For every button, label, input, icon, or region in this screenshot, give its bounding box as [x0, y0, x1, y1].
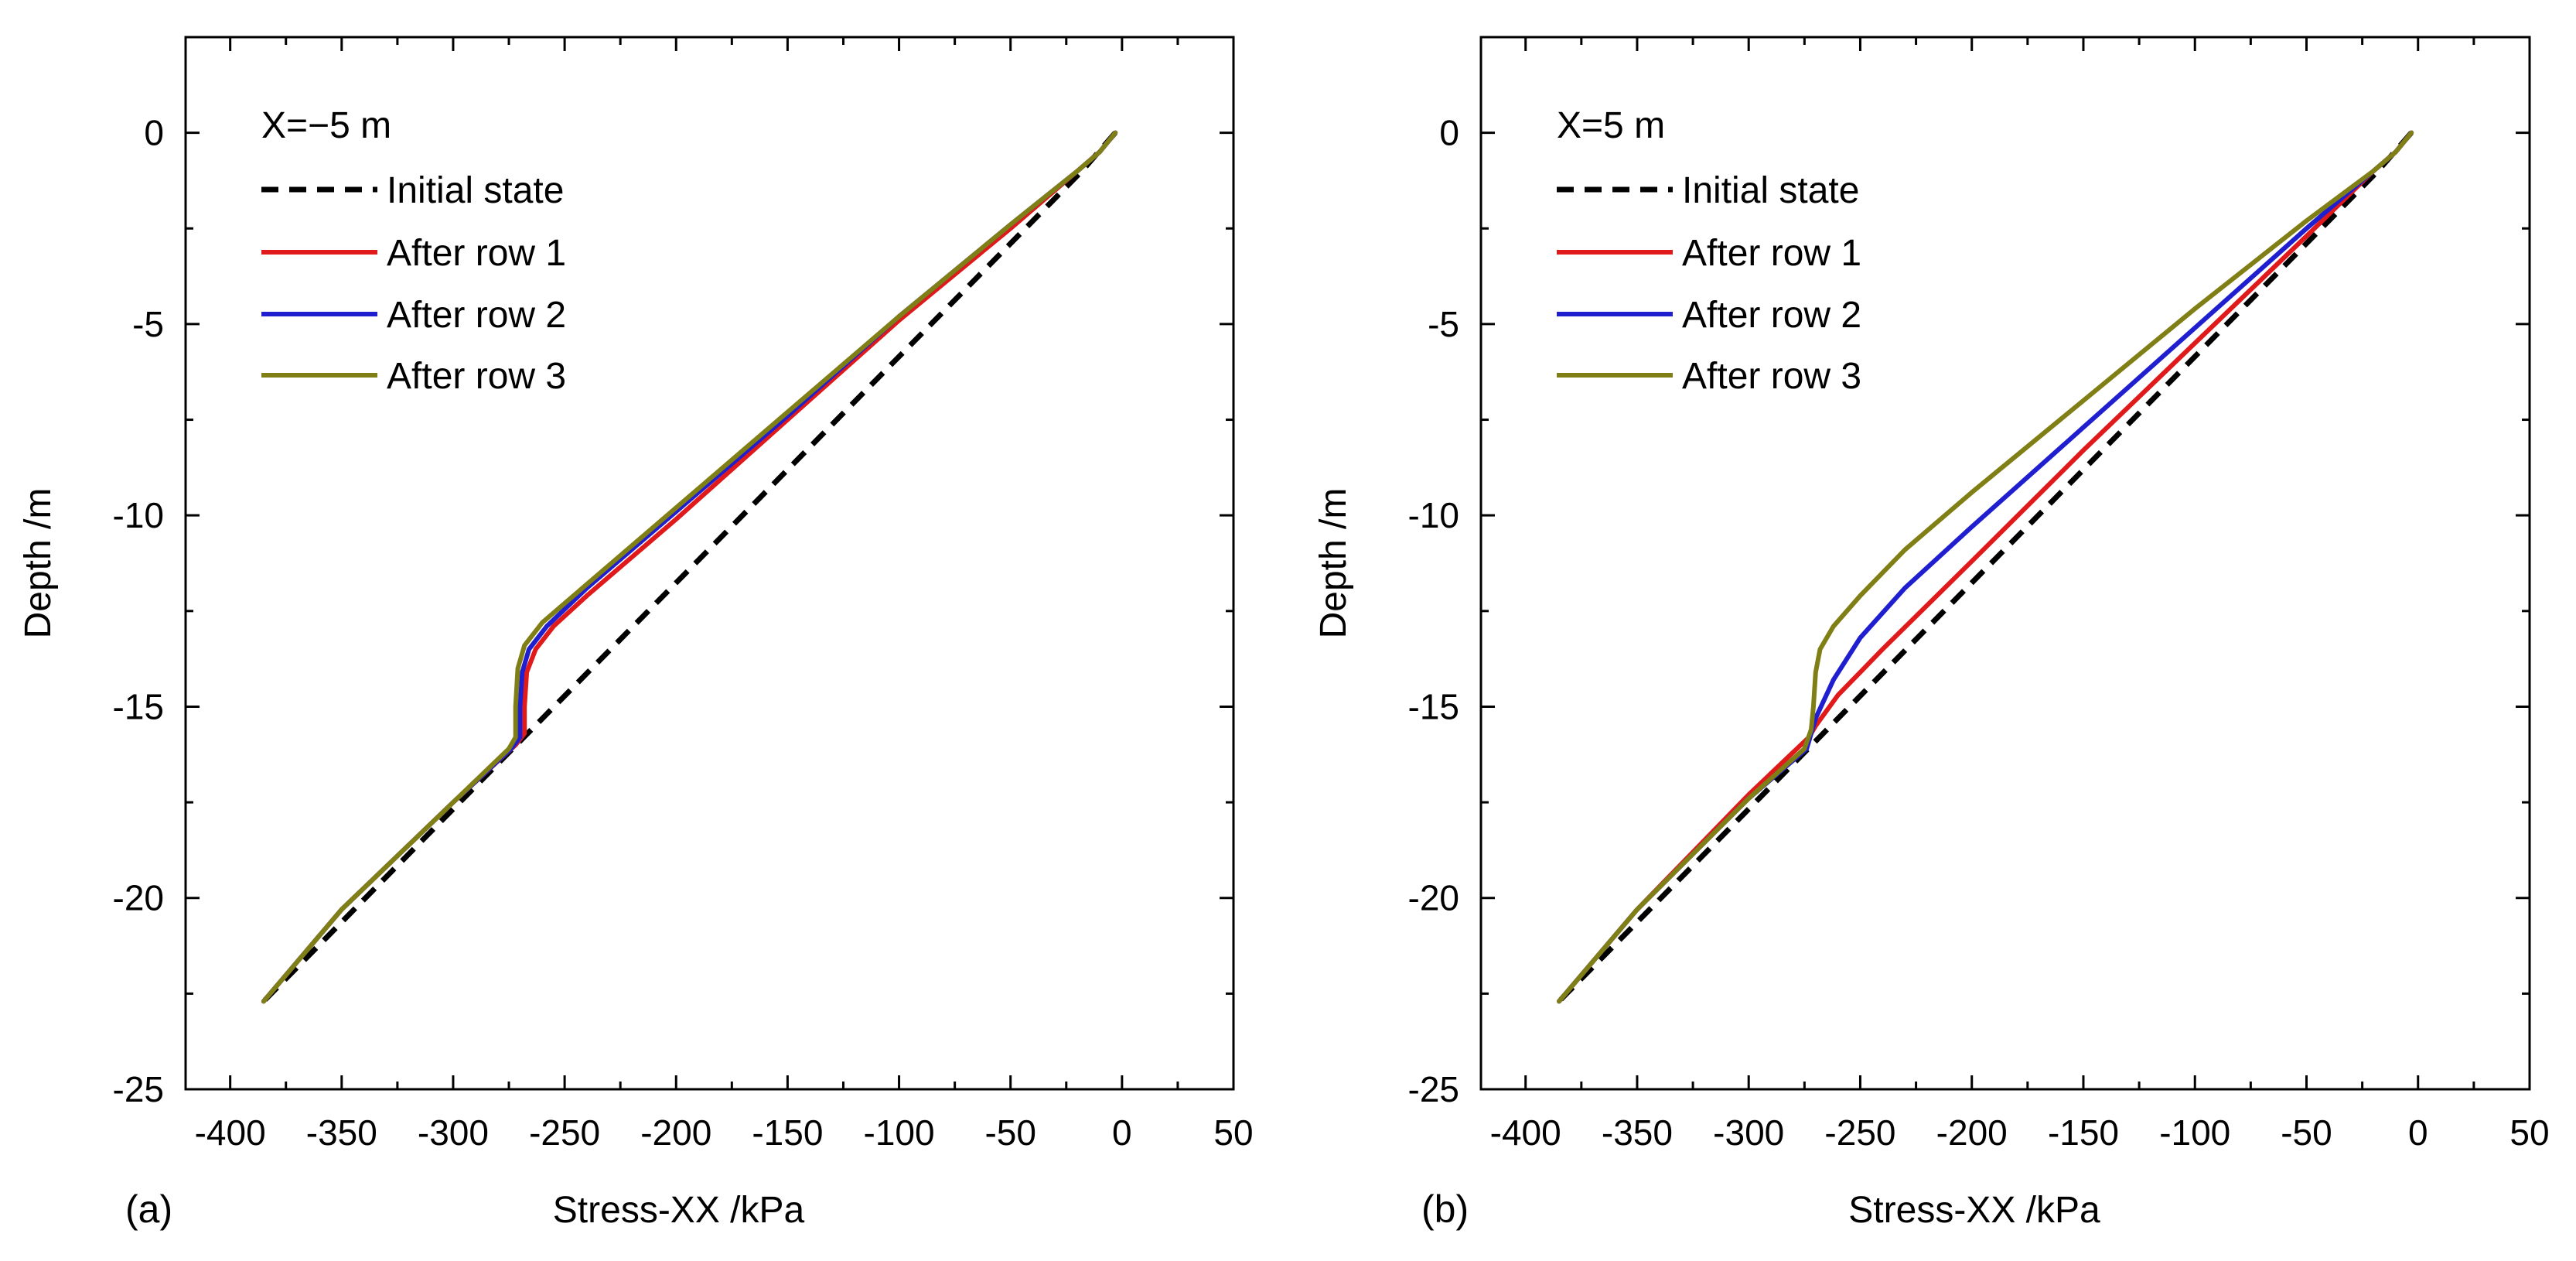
panel-tag: (b) — [1421, 1188, 1469, 1231]
y-tick-label: -15 — [1408, 686, 1459, 726]
x-tick-label: -150 — [752, 1112, 823, 1153]
y-tick-label: -5 — [132, 304, 164, 344]
y-tick-label: -25 — [113, 1069, 164, 1109]
x-tick-label: -100 — [864, 1112, 935, 1153]
x-tick-label: 0 — [1112, 1112, 1132, 1153]
y-axis-label: Depth /m — [18, 488, 59, 639]
x-tick-label: -350 — [1602, 1112, 1673, 1153]
location-annotation: X=−5 m — [261, 105, 391, 146]
x-tick-label: -200 — [1936, 1112, 2008, 1153]
x-tick-label: -250 — [1824, 1112, 1895, 1153]
x-tick-label: -50 — [984, 1112, 1036, 1153]
x-tick-label: -200 — [640, 1112, 711, 1153]
x-tick-label: 0 — [2408, 1112, 2428, 1153]
y-tick-label: -10 — [1408, 495, 1459, 535]
y-tick-label: 0 — [1439, 113, 1459, 153]
x-tick-label: -300 — [1713, 1112, 1784, 1153]
x-tick-label: -100 — [2159, 1112, 2230, 1153]
legend-label-1: Initial state — [387, 170, 564, 211]
x-tick-label: 50 — [2509, 1112, 2549, 1153]
plot-frame — [1479, 36, 2531, 1091]
y-tick-label: -20 — [1408, 878, 1459, 918]
x-axis-label: Stress-XX /kPa — [553, 1190, 805, 1231]
location-annotation: X=5 m — [1557, 105, 1665, 146]
x-tick-label: 50 — [1213, 1112, 1253, 1153]
legend-label-2: After row 1 — [1682, 233, 1861, 274]
legend-label-2: After row 1 — [387, 233, 566, 274]
legend-label-1: Initial state — [1682, 170, 1859, 211]
y-tick-label: -10 — [113, 495, 164, 535]
series-line-4 — [1557, 130, 2414, 1004]
x-tick-label: -50 — [2281, 1112, 2332, 1153]
x-axis-label: Stress-XX /kPa — [1848, 1190, 2100, 1231]
y-tick-label: -15 — [113, 686, 164, 726]
x-tick-label: -400 — [195, 1112, 266, 1153]
y-tick-label: 0 — [144, 113, 164, 153]
panel-a: -400 -350 -300 -250 -200 -150 -100 -50 0 50 0 -5 -10… — [18, 36, 1254, 1231]
y-axis-label: Depth /m — [1313, 488, 1354, 639]
y-tick-label: -20 — [113, 878, 164, 918]
legend-label-4: After row 3 — [1682, 356, 1861, 397]
x-tick-label: -250 — [529, 1112, 600, 1153]
plot-frame — [184, 36, 1235, 1091]
series-line-4 — [261, 130, 1118, 1004]
x-tick-label: -300 — [418, 1112, 489, 1153]
legend-label-3: After row 2 — [387, 295, 566, 336]
legend-label-4: After row 3 — [387, 356, 566, 397]
y-tick-label: -25 — [1408, 1069, 1459, 1109]
x-tick-label: -150 — [2048, 1112, 2119, 1153]
y-tick-label: -5 — [1428, 304, 1459, 344]
x-tick-label: -350 — [306, 1112, 377, 1153]
x-tick-label: -400 — [1490, 1112, 1561, 1153]
panel-b: -400 -350 -300 -250 -200 -150 -100 -50 0 50 0 -5 -10… — [1313, 36, 2550, 1231]
panel-tag: (a) — [125, 1188, 172, 1231]
legend-label-3: After row 2 — [1682, 295, 1861, 336]
